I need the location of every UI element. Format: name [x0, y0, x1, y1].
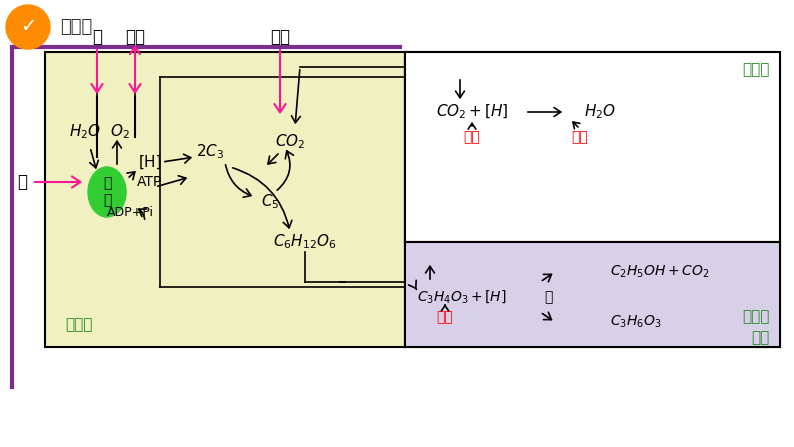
Text: $C_3H_6O_3$: $C_3H_6O_3$ — [610, 314, 661, 330]
FancyBboxPatch shape — [405, 52, 780, 347]
Text: 概念图: 概念图 — [60, 18, 92, 36]
Text: 能量: 能量 — [464, 130, 480, 144]
Text: $H_2O$: $H_2O$ — [584, 103, 616, 121]
Text: ADP+Pi: ADP+Pi — [106, 206, 153, 219]
FancyBboxPatch shape — [405, 52, 780, 242]
Text: $C_2H_5OH+CO_2$: $C_2H_5OH+CO_2$ — [610, 264, 710, 280]
Text: 根: 根 — [92, 28, 102, 46]
Text: 或: 或 — [544, 290, 552, 304]
Text: 空气: 空气 — [270, 28, 290, 46]
Text: ✓: ✓ — [20, 17, 37, 37]
Text: $O_2$: $O_2$ — [110, 122, 130, 141]
Text: 空气: 空气 — [125, 28, 145, 46]
Text: ATP: ATP — [137, 175, 163, 189]
Text: $C_6H_{12}O_6$: $C_6H_{12}O_6$ — [273, 232, 337, 251]
FancyBboxPatch shape — [45, 52, 405, 347]
Text: $CO_2+[H]$: $CO_2+[H]$ — [436, 103, 508, 121]
Text: $H_2O$: $H_2O$ — [69, 122, 101, 141]
FancyBboxPatch shape — [405, 242, 780, 347]
Text: $2C_3$: $2C_3$ — [196, 143, 224, 161]
Text: 能量: 能量 — [572, 130, 588, 144]
Text: $CO_2$: $CO_2$ — [275, 133, 305, 152]
Text: 细胞质
基质: 细胞质 基质 — [742, 309, 770, 345]
Text: 光: 光 — [17, 173, 27, 191]
Text: 线粒体: 线粒体 — [742, 62, 770, 77]
Text: $C_5$: $C_5$ — [260, 193, 279, 211]
Text: $C_3H_4O_3+[H]$: $C_3H_4O_3+[H]$ — [417, 289, 507, 305]
Text: 叶绿体: 叶绿体 — [65, 317, 92, 332]
Text: 色
素: 色 素 — [102, 177, 111, 208]
Circle shape — [6, 5, 50, 49]
Text: [H]: [H] — [138, 155, 162, 169]
Text: 能量: 能量 — [437, 310, 453, 324]
Ellipse shape — [88, 167, 126, 217]
